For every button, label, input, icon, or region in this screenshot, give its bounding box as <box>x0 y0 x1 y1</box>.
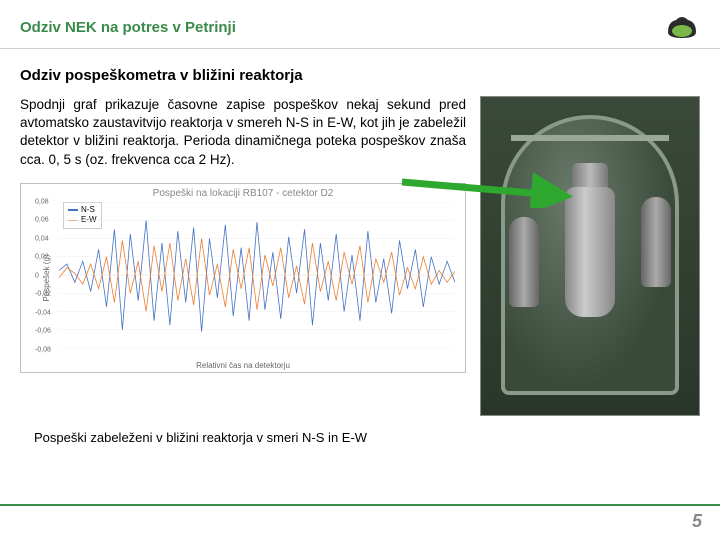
reactor-cutaway-image <box>480 96 700 416</box>
chart-xlabel: Relativni čas na detektorju <box>196 361 290 370</box>
content-row: Spodnji graf prikazuje časovne zapise po… <box>0 88 720 416</box>
header-title: Odziv NEK na potres v Petrinji <box>20 19 236 36</box>
chart-ytick: -0,08 <box>35 346 51 353</box>
chart-caption: Pospeški zabeleženi v bližini reaktorja … <box>0 416 720 445</box>
page-number: 5 <box>692 511 702 532</box>
chart-ytick: -0,06 <box>35 328 51 335</box>
chart-ytick: 0 <box>35 272 39 279</box>
chart-ytick: -0,02 <box>35 291 51 298</box>
left-column: Spodnji graf prikazuje časovne zapise po… <box>20 96 466 416</box>
section-subtitle: Odziv pospeškometra v bližini reaktorja <box>0 49 720 88</box>
chart-ytick: 0,04 <box>35 235 49 242</box>
chart-ytick: -0,04 <box>35 309 51 316</box>
chart-ytick: 0,08 <box>35 198 49 205</box>
chart-ytick: 0,06 <box>35 217 49 224</box>
right-column <box>480 96 700 416</box>
acceleration-chart: Pospeški na lokaciji RB107 - cetektor D2… <box>20 183 466 373</box>
chart-plot-area <box>59 202 455 348</box>
chart-ytick: 0,02 <box>35 254 49 261</box>
pointer-arrow-icon <box>398 172 578 208</box>
footer-rule <box>0 504 720 506</box>
nek-logo <box>664 12 700 42</box>
slide-header: Odziv NEK na potres v Petrinji <box>0 0 720 49</box>
body-paragraph: Spodnji graf prikazuje časovne zapise po… <box>20 96 466 169</box>
